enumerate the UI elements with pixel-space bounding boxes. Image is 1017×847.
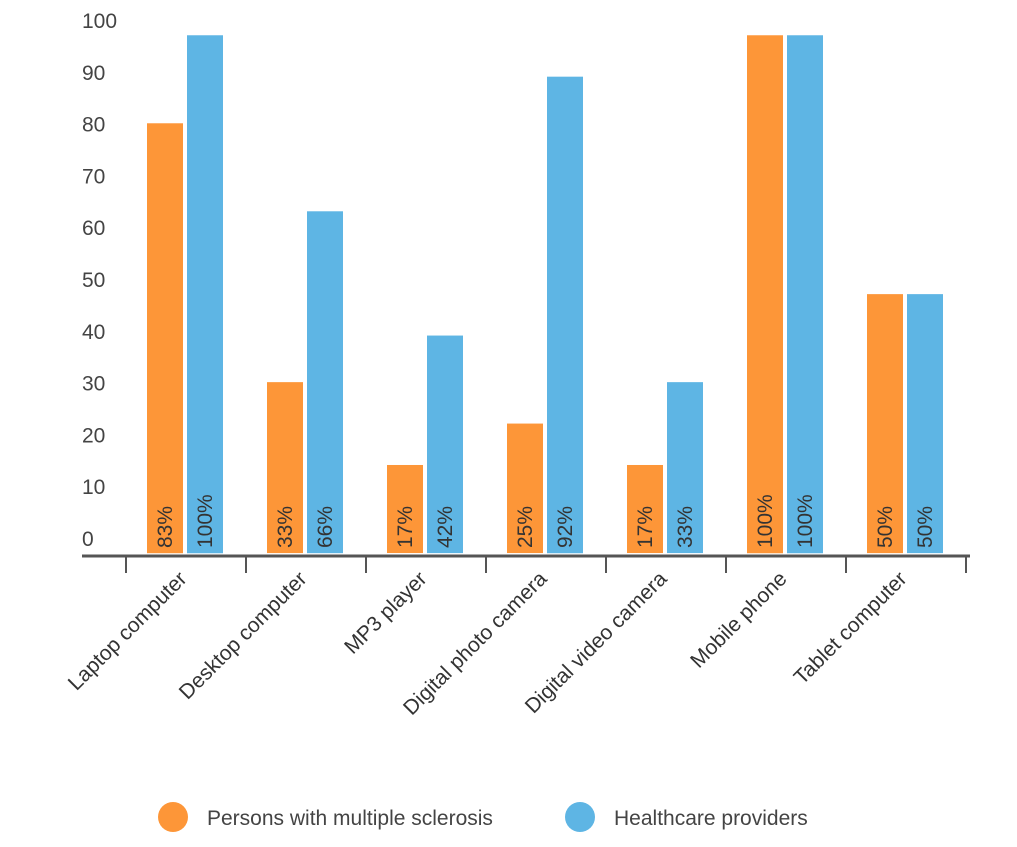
x-tick-label: Laptop computer xyxy=(64,567,192,695)
bar-value-label: 25% xyxy=(514,506,537,548)
bar xyxy=(907,294,943,554)
legend-label: Healthcare providers xyxy=(614,807,808,830)
bar-value-label: 50% xyxy=(874,506,897,548)
legend-label: Persons with multiple sclerosis xyxy=(207,807,493,830)
x-tick-label: MP3 player xyxy=(340,567,431,658)
y-tick-label: 0 xyxy=(82,528,94,551)
y-tick-label: 40 xyxy=(82,321,105,344)
bar xyxy=(667,382,703,554)
bar xyxy=(787,35,823,554)
bar-value-label: 17% xyxy=(634,506,657,548)
y-tick-label: 20 xyxy=(82,424,105,447)
bar xyxy=(547,76,583,554)
bar xyxy=(427,335,463,554)
y-tick-label: 70 xyxy=(82,165,105,188)
y-tick-label: 10 xyxy=(82,476,105,499)
bar xyxy=(307,211,343,554)
bar xyxy=(187,35,223,554)
legend-marker xyxy=(158,802,188,832)
bar-value-label: 100% xyxy=(194,494,217,548)
bar xyxy=(627,464,663,554)
x-tick-label: Desktop computer xyxy=(175,567,312,704)
y-tick-label: 30 xyxy=(82,373,105,396)
bar-value-label: 83% xyxy=(154,506,177,548)
bar-value-label: 33% xyxy=(674,506,697,548)
x-tick-label: Tablet computer xyxy=(790,567,912,689)
y-tick-label: 50 xyxy=(82,269,105,292)
bar xyxy=(507,423,543,554)
bar-value-label: 100% xyxy=(754,494,777,548)
bar-value-label: 100% xyxy=(794,494,817,548)
bar-value-label: 50% xyxy=(914,506,937,548)
y-tick-label: 60 xyxy=(82,217,105,240)
y-tick-label: 100 xyxy=(82,10,117,33)
y-tick-label: 90 xyxy=(82,62,105,85)
bar-value-label: 66% xyxy=(314,506,337,548)
bar xyxy=(267,382,303,554)
bar-value-label: 33% xyxy=(274,506,297,548)
bar-value-label: 92% xyxy=(554,506,577,548)
bar-value-label: 42% xyxy=(434,506,457,548)
x-tick-label: Mobile phone xyxy=(686,567,791,672)
y-tick-label: 80 xyxy=(82,114,105,137)
bar-value-label: 17% xyxy=(394,506,417,548)
bar xyxy=(147,123,183,554)
bar xyxy=(747,35,783,554)
legend-marker xyxy=(565,802,595,832)
bar xyxy=(867,294,903,554)
bar xyxy=(387,464,423,554)
